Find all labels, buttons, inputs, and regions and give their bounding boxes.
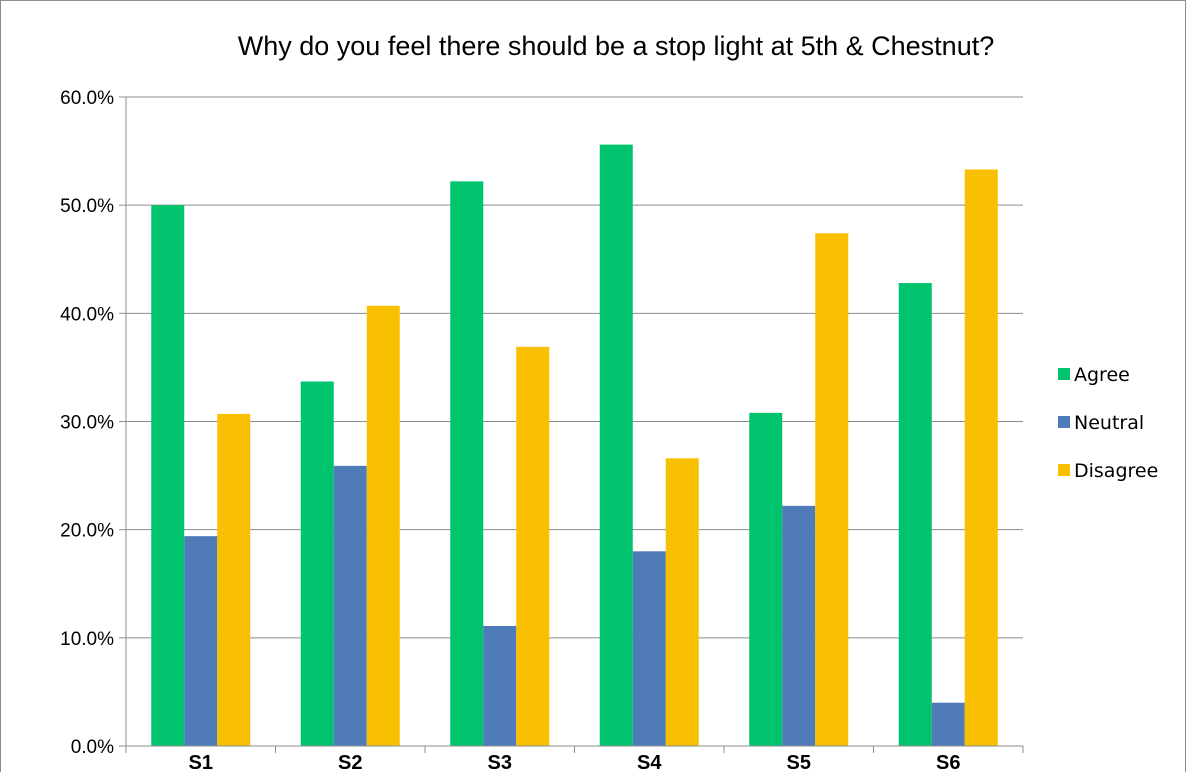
bar-disagree-s4 bbox=[665, 458, 699, 746]
bar-agree-s4 bbox=[599, 144, 633, 747]
bar-neutral-s3 bbox=[483, 625, 517, 746]
bar-disagree-s5 bbox=[815, 233, 849, 747]
y-tick-label: 40.0% bbox=[60, 304, 114, 325]
legend-swatch-agree bbox=[1058, 368, 1070, 380]
y-tick-label: 0.0% bbox=[71, 737, 114, 758]
bar-agree-s3 bbox=[450, 181, 484, 746]
bar-disagree-s3 bbox=[516, 346, 550, 746]
x-category-label: S5 bbox=[787, 752, 811, 773]
bar-neutral-s2 bbox=[333, 465, 367, 746]
bar-agree-s5 bbox=[749, 412, 783, 746]
bar-neutral-s5 bbox=[782, 505, 816, 746]
x-category-label: S3 bbox=[488, 752, 512, 773]
y-tick-label: 10.0% bbox=[60, 629, 114, 650]
bar-disagree-s1 bbox=[217, 413, 251, 746]
bar-disagree-s6 bbox=[964, 169, 998, 746]
legend-label-disagree: Disagree bbox=[1074, 460, 1158, 482]
y-tick-label: 60.0% bbox=[60, 88, 114, 109]
legend-label-neutral: Neutral bbox=[1074, 412, 1144, 434]
y-tick-label: 30.0% bbox=[60, 413, 114, 434]
legend: Agree Neutral Disagree bbox=[1058, 364, 1158, 482]
y-axis-tick-labels: 0.0% 10.0% 20.0% 30.0% 40.0% 50.0% 60.0% bbox=[60, 88, 114, 758]
bar-agree-s1 bbox=[151, 205, 185, 746]
y-tick-label: 50.0% bbox=[60, 196, 114, 217]
bar-neutral-s1 bbox=[184, 536, 218, 746]
chart-title: Why do you feel there should be a stop l… bbox=[237, 31, 995, 61]
x-category-label: S6 bbox=[936, 752, 960, 773]
y-tick-label: 20.0% bbox=[60, 521, 114, 542]
legend-swatch-neutral bbox=[1058, 416, 1070, 428]
bar-disagree-s2 bbox=[366, 305, 400, 746]
axes bbox=[119, 96, 1024, 753]
bar-agree-s2 bbox=[300, 381, 334, 746]
x-category-label: S1 bbox=[189, 752, 213, 773]
gridlines bbox=[126, 96, 1023, 639]
bars bbox=[151, 144, 998, 747]
x-axis-category-labels: S1 S2 S3 S4 S5 S6 bbox=[189, 752, 961, 773]
x-category-label: S2 bbox=[338, 752, 362, 773]
bar-neutral-s4 bbox=[632, 551, 666, 746]
x-category-label: S4 bbox=[637, 752, 662, 773]
legend-label-agree: Agree bbox=[1074, 364, 1130, 386]
bar-neutral-s6 bbox=[931, 702, 965, 746]
bar-agree-s6 bbox=[898, 283, 932, 746]
legend-swatch-disagree bbox=[1058, 464, 1070, 476]
